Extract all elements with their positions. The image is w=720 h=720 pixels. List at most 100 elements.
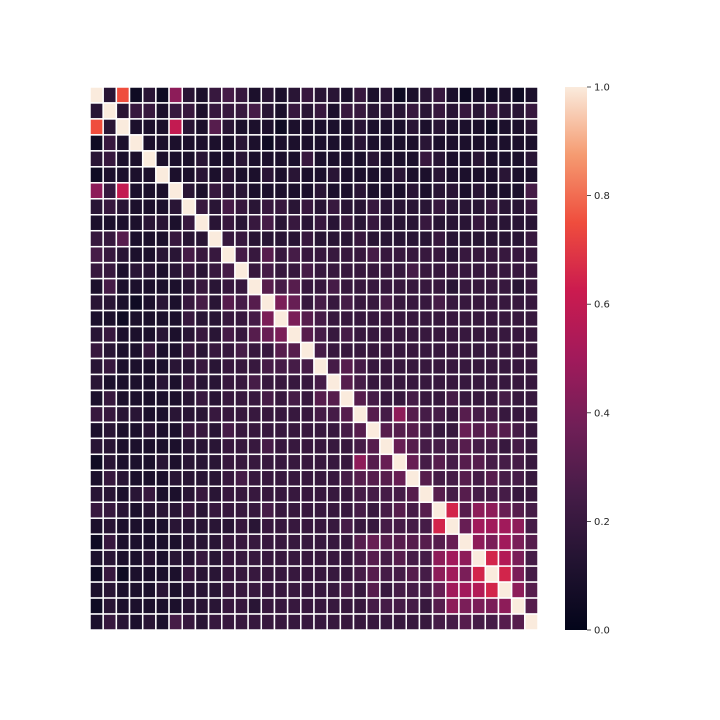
heatmap-cell-18-28	[458, 373, 473, 392]
heatmap-cell-17-9	[207, 357, 223, 376]
heatmap-cell-14-28	[458, 309, 473, 328]
heatmap-cell-8-5	[155, 214, 170, 232]
heatmap-cell-16-13	[260, 341, 276, 360]
heatmap-cell-28-15	[286, 533, 302, 551]
heatmap-cell-0-6	[168, 86, 183, 104]
heatmap-cell-11-21	[365, 261, 381, 280]
heatmap-cell-22-22	[379, 437, 394, 456]
heatmap-cell-25-10	[221, 485, 236, 503]
heatmap-cell-9-10	[221, 229, 236, 248]
heatmap-cell-18-12	[247, 373, 263, 392]
heatmap-cell-33-17	[313, 613, 328, 631]
heatmap-cell-22-10	[221, 437, 236, 456]
colorbar	[565, 87, 587, 630]
heatmap-cell-33-22	[379, 613, 394, 631]
heatmap-cell-0-10	[221, 86, 236, 104]
heatmap-cell-28-30	[484, 533, 500, 551]
heatmap-cell-6-27	[445, 182, 460, 200]
heatmap-cell-0-15	[286, 86, 302, 104]
heatmap-cell-7-22	[379, 198, 394, 216]
heatmap-cell-9-12	[247, 229, 263, 248]
heatmap-cell-18-13	[260, 373, 276, 392]
heatmap-cell-10-10	[221, 245, 236, 264]
heatmap-cell-13-16	[300, 293, 315, 312]
heatmap-cell-21-33	[524, 421, 539, 440]
heatmap-cell-24-19	[339, 469, 355, 488]
heatmap-cell-7-10	[221, 198, 236, 216]
heatmap-cell-19-21	[365, 389, 381, 408]
heatmap-cell-17-12	[247, 357, 263, 376]
heatmap-cell-33-12	[247, 613, 263, 631]
heatmap-cell-14-20	[352, 309, 368, 328]
heatmap-cell-17-22	[379, 357, 394, 376]
heatmap-cell-12-8	[194, 277, 210, 296]
heatmap-cell-4-3	[128, 150, 144, 168]
heatmap-cell-16-28	[458, 341, 473, 360]
heatmap-cell-1-17	[313, 102, 328, 120]
heatmap-cell-25-19	[339, 485, 355, 503]
heatmap-cell-32-0	[89, 597, 104, 615]
heatmap-cell-15-3	[128, 325, 144, 344]
heatmap-cell-9-4	[141, 229, 157, 248]
heatmap-cell-7-15	[286, 198, 302, 216]
heatmap-cell-24-33	[524, 469, 539, 488]
heatmap-cell-6-32	[510, 182, 526, 200]
heatmap-cell-27-16	[300, 517, 315, 535]
heatmap-cell-10-21	[365, 245, 381, 264]
heatmap-cell-29-11	[234, 549, 249, 567]
heatmap-cell-3-30	[484, 134, 500, 152]
heatmap-cell-10-29	[471, 245, 487, 264]
heatmap-cell-33-18	[326, 613, 342, 631]
heatmap-cell-24-31	[497, 469, 513, 488]
heatmap-cell-15-5	[155, 325, 170, 344]
heatmap-cell-24-22	[379, 469, 394, 488]
heatmap-cell-8-0	[89, 214, 104, 232]
heatmap-cell-24-29	[471, 469, 487, 488]
heatmap-cell-26-13	[260, 501, 276, 519]
heatmap-cell-27-24	[405, 517, 421, 535]
heatmap-cell-19-2	[115, 389, 131, 408]
heatmap-cell-33-2	[115, 613, 131, 631]
heatmap-cell-26-20	[352, 501, 368, 519]
heatmap-cell-21-15	[286, 421, 302, 440]
heatmap-cell-8-2	[115, 214, 131, 232]
heatmap-cell-18-9	[207, 373, 223, 392]
heatmap-cell-10-32	[510, 245, 526, 264]
heatmap-cell-2-17	[313, 118, 328, 136]
heatmap-cell-3-13	[260, 134, 276, 152]
heatmap-cell-22-2	[115, 437, 131, 456]
heatmap-cell-33-23	[392, 613, 407, 631]
heatmap-cell-12-22	[379, 277, 394, 296]
heatmap-cell-16-15	[286, 341, 302, 360]
heatmap-cell-33-31	[497, 613, 513, 631]
heatmap-cell-6-23	[392, 182, 407, 200]
heatmap-cell-26-17	[313, 501, 328, 519]
heatmap-cell-32-25	[418, 597, 434, 615]
heatmap-cell-2-3	[128, 118, 144, 136]
heatmap-cell-33-0	[89, 613, 104, 631]
heatmap-cell-27-28	[458, 517, 473, 535]
heatmap-cell-10-14	[273, 245, 289, 264]
heatmap-cell-9-30	[484, 229, 500, 248]
heatmap-cell-9-2	[115, 229, 131, 248]
heatmap-cell-23-17	[313, 453, 328, 472]
heatmap-cell-19-12	[247, 389, 263, 408]
heatmap-cell-26-12	[247, 501, 263, 519]
heatmap-cell-2-14	[273, 118, 289, 136]
heatmap-cell-11-4	[141, 261, 157, 280]
heatmap-cell-1-12	[247, 102, 263, 120]
heatmap-cell-20-1	[102, 405, 118, 424]
heatmap-cell-6-14	[273, 182, 289, 200]
heatmap-cell-26-10	[221, 501, 236, 519]
heatmap-cell-25-5	[155, 485, 170, 503]
heatmap-cell-14-33	[524, 309, 539, 328]
heatmap-cell-23-10	[221, 453, 236, 472]
heatmap-cell-5-1	[102, 166, 118, 184]
heatmap-cell-3-20	[352, 134, 368, 152]
heatmap-cell-15-22	[379, 325, 394, 344]
heatmap-cell-0-0	[89, 86, 104, 104]
heatmap-cell-33-19	[339, 613, 355, 631]
heatmap-cell-26-3	[128, 501, 144, 519]
heatmap-cell-23-30	[484, 453, 500, 472]
heatmap-cell-26-24	[405, 501, 421, 519]
